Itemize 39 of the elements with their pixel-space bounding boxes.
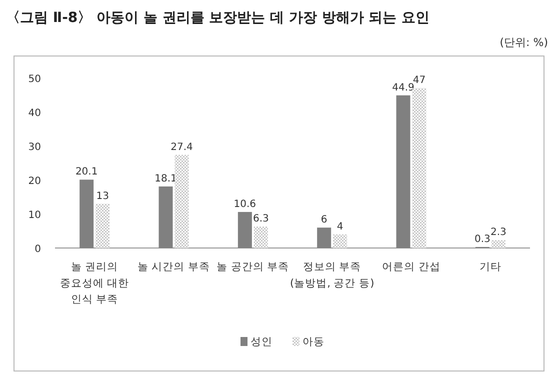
y-tick-label: 0 [34, 244, 41, 255]
y-tick-label: 10 [28, 210, 41, 221]
y-tick-label: 40 [28, 108, 41, 119]
x-tick-label: 기타 [479, 261, 502, 273]
bar [254, 226, 268, 248]
bar [174, 154, 189, 248]
bar [317, 228, 332, 248]
legend-label: 성인 [250, 336, 272, 348]
x-tick-label: 어른의 간섭 [382, 261, 440, 273]
bar [491, 240, 506, 248]
data-label: 47 [412, 75, 426, 86]
y-tick-label: 30 [28, 142, 41, 153]
data-label: 27.4 [170, 142, 193, 153]
data-label: 44.9 [392, 82, 414, 94]
data-label: 2.3 [490, 227, 506, 238]
text: (단위: %) [500, 36, 548, 49]
legend-label: 아동 [302, 336, 324, 348]
bar [396, 95, 410, 248]
x-tick-label: 놀 시간의 부족 [137, 261, 210, 273]
data-label: 4 [336, 221, 344, 232]
bar [158, 186, 173, 248]
bar [333, 234, 348, 248]
chart-title: 〈그림 Ⅱ-8〉 아동이 놀 권리를 보장받는 데 가장 방해가 되는 요인 [6, 10, 430, 26]
y-tick-label: 50 [28, 74, 41, 85]
x-tick-label: 놀 권리의 중요성에 대한 인식 부족 [60, 261, 130, 306]
bar [80, 180, 94, 248]
x-tick-label: 놀 공간의 부족 [216, 261, 290, 273]
bar [238, 212, 252, 248]
bar [96, 204, 110, 248]
data-label: 0.3 [474, 234, 490, 245]
y-tick-label: 20 [28, 176, 41, 187]
data-label: 20.1 [75, 166, 98, 178]
data-label: 18.1 [154, 173, 177, 184]
x-tick-label: 정보의 부족 (놀방법, 공간 등) [290, 261, 374, 290]
data-label: 13 [96, 190, 109, 202]
data-label: 6.3 [252, 214, 269, 225]
data-label: 6 [320, 214, 328, 226]
data-label: 10.6 [234, 198, 256, 210]
bar [412, 88, 426, 248]
